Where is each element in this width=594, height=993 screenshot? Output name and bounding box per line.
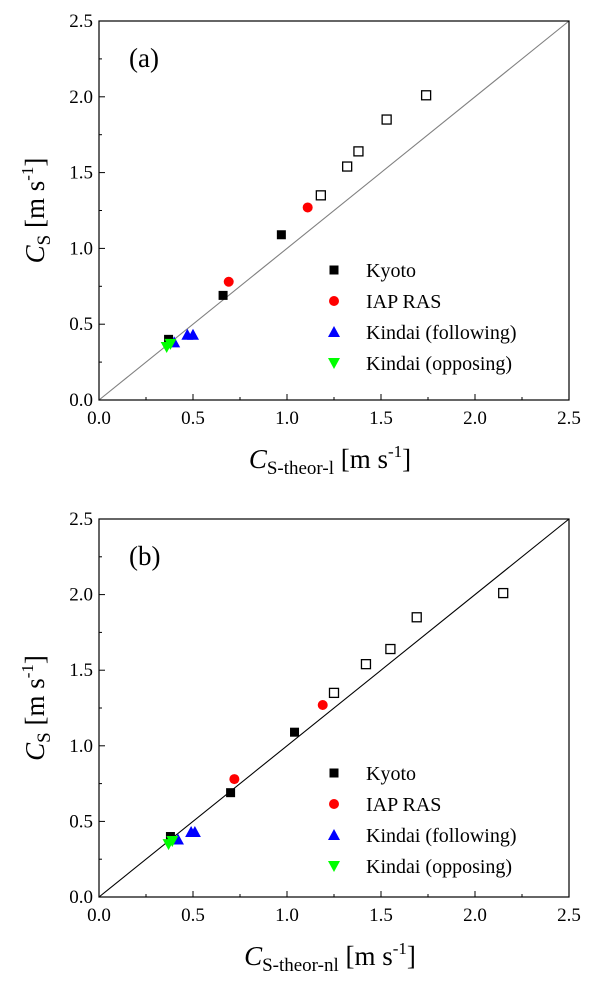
data-point bbox=[381, 114, 392, 125]
legend-marker bbox=[328, 861, 340, 872]
data-point bbox=[317, 699, 328, 710]
x-axis-title: CS-theor-l [m s-1] bbox=[249, 442, 411, 479]
legend: Kyoto IAP RAS Kindai (following) Kindai (op… bbox=[328, 260, 517, 375]
x-tick-label: 0.0 bbox=[87, 905, 111, 926]
series-iap-ras bbox=[229, 699, 328, 785]
data-point bbox=[498, 587, 509, 599]
legend-label: Kindai (following) bbox=[366, 825, 517, 847]
data-point bbox=[188, 825, 201, 837]
reference-line bbox=[98, 20, 570, 401]
x-tick-label: 1.5 bbox=[369, 408, 393, 429]
legend-marker bbox=[328, 326, 340, 337]
y-axis-title: CS [m s-1] bbox=[18, 158, 55, 264]
x-tick-label: 2.0 bbox=[463, 408, 487, 429]
legend-label: IAP RAS bbox=[366, 794, 441, 816]
data-point bbox=[218, 290, 228, 300]
legend-marker bbox=[329, 768, 339, 778]
legend-marker bbox=[328, 829, 340, 840]
data-point bbox=[315, 190, 326, 201]
x-tick-label: 2.5 bbox=[557, 905, 581, 926]
x-tick-label: 2.0 bbox=[463, 905, 487, 926]
x-tick-label: 2.5 bbox=[557, 408, 581, 429]
series-iap-ras bbox=[223, 202, 313, 287]
data-point bbox=[166, 836, 179, 848]
legend-marker bbox=[329, 265, 339, 275]
y-tick-label: 2.5 bbox=[69, 509, 93, 530]
y-tick-label: 2.0 bbox=[69, 585, 93, 606]
panel-label: (a) bbox=[129, 43, 159, 73]
data-point bbox=[229, 774, 240, 785]
series-kyoto bbox=[164, 230, 286, 344]
chart-panel: 0.0 0.5 1.0 1.5 2.0 2.5 0.0 0.5 1.0 1.5 2.0 2.5 (b) C… bbox=[18, 509, 581, 976]
data-point bbox=[411, 612, 422, 623]
data-point bbox=[276, 230, 286, 240]
y-tick-label: 0.0 bbox=[69, 390, 93, 411]
data-point bbox=[420, 90, 432, 101]
y-tick-label: 0.5 bbox=[69, 811, 93, 832]
y-tick-label: 0.5 bbox=[69, 314, 93, 335]
legend-label: IAP RAS bbox=[366, 291, 441, 313]
y-tick-label: 2.0 bbox=[69, 87, 93, 108]
chart-panel: 0.0 0.5 1.0 1.5 2.0 2.5 0.0 0.5 1.0 1.5 2.0 2.5 (a) C… bbox=[18, 11, 581, 479]
data-point bbox=[187, 328, 199, 340]
x-tick-label: 1.0 bbox=[275, 408, 299, 429]
y-axis-title: CS [m s-1] bbox=[18, 655, 55, 761]
y-tick-label: 2.5 bbox=[69, 11, 93, 32]
y-tick-label: 0.0 bbox=[69, 887, 93, 908]
data-point bbox=[223, 276, 234, 287]
data-point bbox=[342, 161, 353, 172]
legend-label: Kindai (following) bbox=[366, 322, 517, 344]
y-tick-label: 1.0 bbox=[69, 736, 93, 757]
panel-label: (b) bbox=[129, 541, 160, 571]
y-tick-label: 1.5 bbox=[69, 163, 93, 184]
y-tick-label: 1.0 bbox=[69, 238, 93, 259]
legend-label: Kyoto bbox=[366, 763, 416, 785]
x-tick-label: 0.5 bbox=[181, 408, 205, 429]
x-tick-label: 0.5 bbox=[181, 905, 205, 926]
legend-marker bbox=[328, 358, 340, 369]
data-point bbox=[385, 643, 396, 655]
x-tick-label: 1.5 bbox=[369, 905, 393, 926]
legend-label: Kindai (opposing) bbox=[366, 856, 512, 878]
legend: Kyoto IAP RAS Kindai (following) Kindai (op… bbox=[328, 763, 517, 878]
series-kindai-opposing bbox=[162, 836, 179, 851]
x-axis-title: CS-theor-nl [m s-1] bbox=[244, 939, 416, 976]
legend-label: Kyoto bbox=[366, 260, 416, 282]
x-tick-label: 1.0 bbox=[275, 905, 299, 926]
legend-label: Kindai (opposing) bbox=[366, 353, 512, 375]
data-point bbox=[290, 727, 300, 737]
data-point bbox=[302, 202, 313, 213]
y-tick-label: 1.5 bbox=[69, 660, 93, 681]
x-tick-label: 0.0 bbox=[87, 408, 111, 429]
data-point bbox=[360, 659, 372, 670]
data-point bbox=[353, 146, 364, 157]
reference-line bbox=[98, 518, 570, 898]
data-point bbox=[328, 687, 340, 699]
series-kyoto bbox=[165, 727, 300, 842]
legend-marker bbox=[329, 296, 339, 306]
data-point bbox=[226, 788, 236, 798]
data-point bbox=[164, 338, 177, 350]
series-open-squares bbox=[328, 587, 509, 699]
legend-marker bbox=[329, 799, 339, 809]
series-kindai-opposing bbox=[160, 338, 177, 353]
series-open-squares bbox=[315, 90, 432, 201]
